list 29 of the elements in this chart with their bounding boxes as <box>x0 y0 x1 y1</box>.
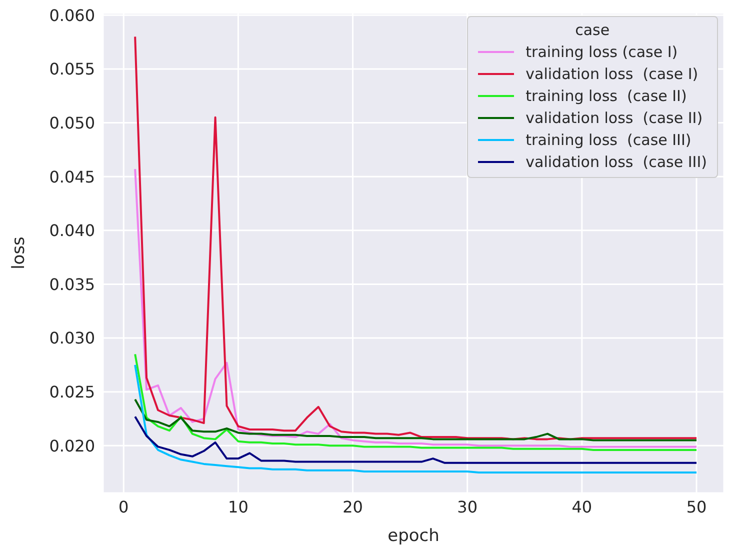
y-tick-label: 0.040 <box>49 221 95 240</box>
legend-label: validation loss (case II) <box>526 109 703 127</box>
legend-title: case <box>574 21 611 39</box>
legend-label: training loss (case III) <box>526 131 692 149</box>
x-axis-title: epoch <box>388 526 440 546</box>
x-tick-label: 10 <box>228 497 248 516</box>
legend-label: validation loss (case I) <box>526 65 698 83</box>
y-tick-label: 0.050 <box>49 113 95 132</box>
y-tick-label: 0.045 <box>49 167 95 186</box>
x-tick-label: 30 <box>457 497 478 516</box>
x-tick-label: 40 <box>572 497 592 516</box>
y-tick-label: 0.025 <box>49 382 95 402</box>
y-tick-label: 0.055 <box>49 60 95 79</box>
legend-label: validation loss (case III) <box>526 153 707 171</box>
y-tick-label: 0.035 <box>49 274 95 294</box>
y-tick-label: 0.060 <box>49 6 95 25</box>
y-axis-title: loss <box>9 236 30 270</box>
line-series <box>134 416 698 464</box>
line-series <box>134 168 698 448</box>
legend-label: training loss (case I) <box>526 43 678 61</box>
legend-label: training loss (case II) <box>526 87 687 105</box>
y-tick-label: 0.030 <box>49 328 95 348</box>
line-series <box>134 398 698 442</box>
x-tick-label: 50 <box>686 497 707 516</box>
line-series <box>134 364 698 474</box>
y-tick-label: 0.020 <box>49 436 95 456</box>
line-series <box>134 353 698 451</box>
x-tick-label: 0 <box>118 497 129 516</box>
x-tick-label: 20 <box>342 497 363 516</box>
